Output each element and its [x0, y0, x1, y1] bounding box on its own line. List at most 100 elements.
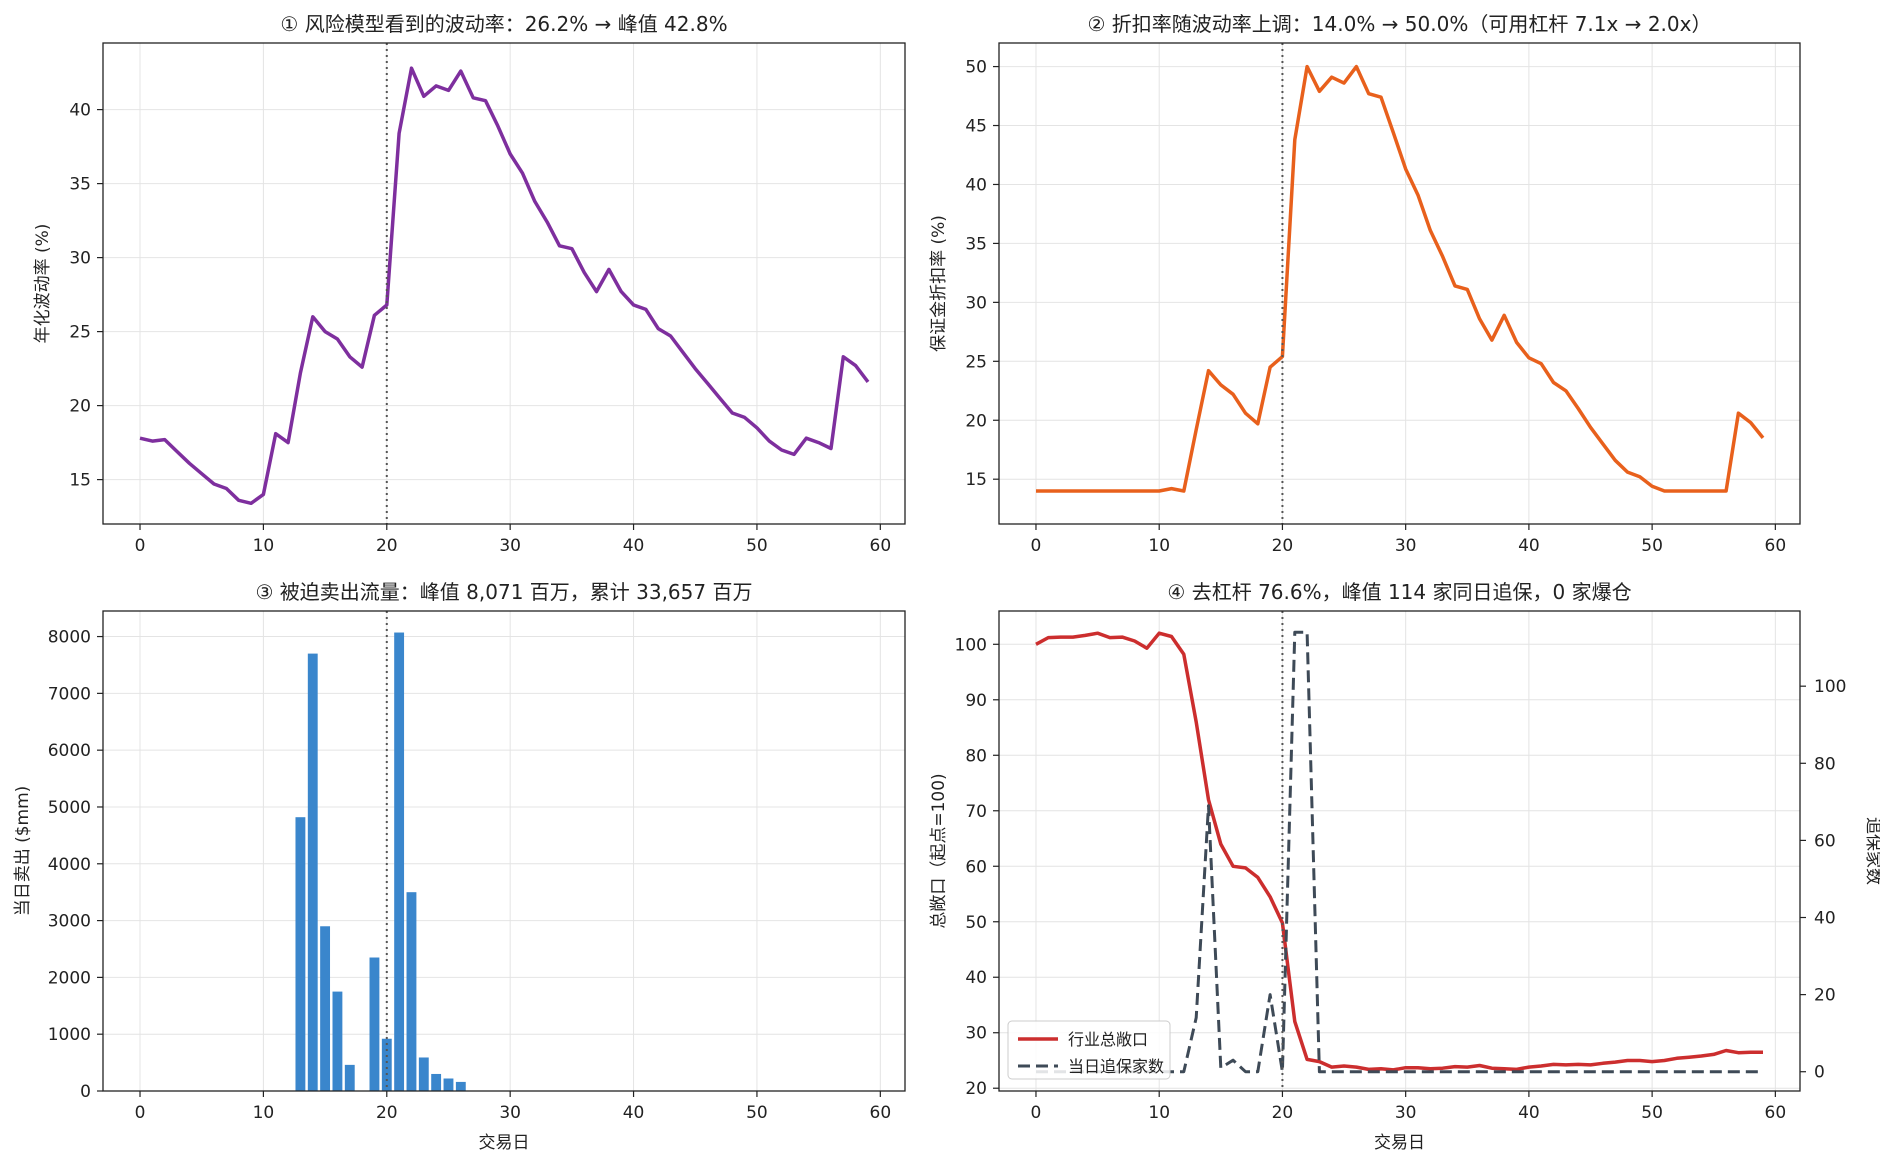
y-tick-label: 45 — [965, 117, 987, 137]
bar-day-25 — [443, 1078, 454, 1091]
series-line-volatility — [139, 66, 870, 506]
bar-day-19 — [369, 957, 380, 1091]
y-tick-label: 3000 — [48, 912, 91, 932]
bar-day-15 — [320, 926, 331, 1091]
y-tick-label: 15 — [965, 470, 987, 490]
x-tick-label: 20 — [1272, 536, 1294, 556]
x-tick-label: 10 — [1148, 536, 1170, 556]
y-tick-label: 25 — [965, 352, 987, 372]
x-tick-label: 0 — [1031, 1103, 1042, 1123]
y-tick-label: 0 — [80, 1082, 91, 1102]
x-tick-label: 60 — [1765, 536, 1787, 556]
y-tick-label: 50 — [965, 913, 987, 933]
x-tick-label: 50 — [1641, 1103, 1663, 1123]
y-tick-label: 30 — [69, 249, 91, 269]
y-tick-label: 20 — [965, 411, 987, 431]
y-tick-label: 1000 — [48, 1025, 91, 1045]
legend-label: 行业总敞口 — [1068, 1030, 1148, 1049]
plot-frame — [998, 610, 1801, 1092]
y-tick-label: 70 — [965, 802, 987, 822]
x-tick-label: 30 — [1395, 536, 1417, 556]
y-tick-label: 20 — [965, 1079, 987, 1099]
y-tick-label: 15 — [69, 471, 91, 491]
bar-day-14 — [307, 653, 318, 1091]
y-tick-label: 40 — [965, 175, 987, 195]
legend-box — [1007, 1020, 1171, 1080]
chart-title: ② 折扣率随波动率上调：14.0% → 50.0%（可用杠杆 7.1x → 2.… — [1088, 12, 1712, 36]
plot-frame — [102, 610, 906, 1092]
y-tick-label: 50 — [965, 58, 987, 78]
y-tick-label: 25 — [69, 323, 91, 343]
bar-day-21 — [394, 632, 405, 1091]
x-tick-label: 0 — [135, 536, 146, 556]
x-tick-label: 10 — [253, 1103, 275, 1123]
series-line-margin-calls — [1036, 630, 1763, 1074]
x-tick-label: 30 — [1395, 1103, 1417, 1123]
x-tick-label: 60 — [870, 1103, 892, 1123]
y-tick-label: 6000 — [48, 741, 91, 761]
bar-day-20 — [381, 1038, 392, 1091]
x-tick-label: 20 — [376, 536, 398, 556]
series-line-haircut — [1036, 64, 1765, 493]
chart-title: ④ 去杠杆 76.6%，峰值 114 家同日追保，0 家爆仓 — [1167, 580, 1631, 604]
x-tick-label: 0 — [135, 1103, 146, 1123]
chart-panel-4: 0 10 20 30 40 50 60 20 30 40 50 60 70 80 90 100 0 20 40 60 8… — [929, 580, 1880, 1153]
x-tick-label: 40 — [1518, 1103, 1540, 1123]
x-axis-label: 交易日 — [1374, 1133, 1425, 1153]
y2-tick-label: 20 — [1814, 986, 1836, 1006]
y-tick-label: 8000 — [48, 628, 91, 648]
x-tick-label: 50 — [746, 536, 768, 556]
x-tick-label: 20 — [1272, 1103, 1294, 1123]
y-axis-label: 保证金折扣率 (%) — [929, 215, 949, 352]
x-tick-label: 50 — [1641, 536, 1663, 556]
bar-day-16 — [332, 991, 343, 1091]
series-line-exposure — [1035, 631, 1763, 1072]
chart-title: ③ 被迫卖出流量：峰值 8,071 百万，累计 33,657 百万 — [256, 580, 753, 604]
y2-tick-label: 0 — [1814, 1063, 1825, 1083]
y-tick-label: 80 — [965, 746, 987, 766]
x-tick-label: 0 — [1031, 536, 1042, 556]
x-tick-label: 30 — [499, 1103, 521, 1123]
bar-day-13 — [295, 817, 306, 1091]
y2-tick-label: 40 — [1814, 909, 1836, 929]
chart-panel-1: 0 10 20 30 40 50 60 15 20 25 30 35 40 ① 风险模型看到的波动率：26… — [33, 12, 906, 556]
x-axis-label: 交易日 — [479, 1133, 530, 1153]
y-tick-label: 35 — [965, 234, 987, 254]
x-tick-label: 10 — [1148, 1103, 1170, 1123]
bar-day-17 — [344, 1064, 355, 1091]
chart-panel-3: 0 10 20 30 40 50 60 0 1000 2000 3000 4000 5000 6000 70… — [13, 580, 906, 1153]
y-tick-label: 30 — [965, 1024, 987, 1044]
y-tick-label: 5000 — [48, 798, 91, 818]
y2-tick-label: 60 — [1814, 831, 1836, 851]
chart-panel-2: 0 10 20 30 40 50 60 15 20 25 30 35 40 45 50 ② 折扣率随波动率上调… — [929, 12, 1801, 556]
plot-frame — [998, 42, 1801, 525]
bar-day-24 — [431, 1073, 442, 1091]
y-tick-label: 60 — [965, 857, 987, 877]
y-tick-label: 100 — [955, 635, 987, 655]
y-tick-label: 35 — [69, 175, 91, 195]
x-tick-label: 40 — [623, 536, 645, 556]
bar-day-23 — [418, 1057, 429, 1091]
y-tick-label: 2000 — [48, 968, 91, 988]
x-tick-label: 20 — [376, 1103, 398, 1123]
y-tick-label: 20 — [69, 397, 91, 417]
x-tick-label: 50 — [746, 1103, 768, 1123]
x-tick-label: 40 — [623, 1103, 645, 1123]
y-tick-label: 7000 — [48, 684, 91, 704]
y-tick-label: 90 — [965, 691, 987, 711]
x-tick-label: 10 — [253, 536, 275, 556]
y-tick-label: 30 — [965, 293, 987, 313]
x-tick-label: 30 — [499, 536, 521, 556]
y-tick-label: 4000 — [48, 855, 91, 875]
y-tick-label: 40 — [965, 968, 987, 988]
x-tick-label: 60 — [1765, 1103, 1787, 1123]
y2-tick-label: 100 — [1814, 677, 1846, 697]
y-axis-label: 总敞口（起点=100) — [929, 773, 949, 928]
legend-label: 当日追保家数 — [1068, 1057, 1164, 1076]
y-axis-label: 当日卖出 ($mm) — [13, 786, 33, 917]
bar-day-22 — [406, 892, 417, 1091]
y-axis-label: 年化波动率 (%) — [33, 224, 53, 344]
y-tick-label: 40 — [69, 101, 91, 121]
